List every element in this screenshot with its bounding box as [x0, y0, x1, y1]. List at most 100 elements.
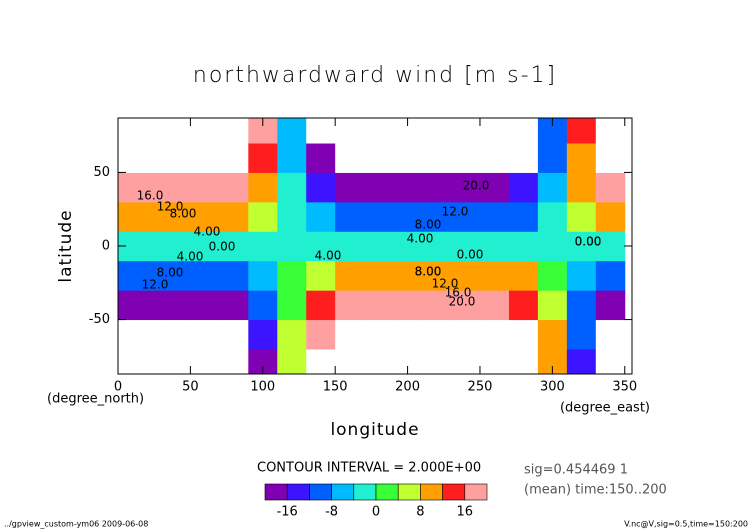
- field: [118, 118, 626, 375]
- y-tick-label: 0: [102, 239, 110, 254]
- field-cell: [248, 290, 278, 321]
- field-cell: [451, 172, 481, 203]
- field-cell: [364, 231, 394, 262]
- field-cell: [306, 172, 336, 203]
- field-cell: [508, 231, 539, 262]
- footer-left: ../gpview_custom-ym06 2009-06-08: [4, 520, 148, 529]
- field-cell: [132, 231, 162, 262]
- field-cell: [595, 290, 626, 321]
- field-cell: [595, 260, 626, 291]
- contour-label: 4.00: [177, 250, 204, 264]
- field-cell: [508, 118, 539, 144]
- colorbar-box: [442, 483, 466, 501]
- field-cell: [190, 118, 220, 144]
- colorbar-box: [464, 483, 488, 501]
- field-cell: [248, 143, 278, 173]
- field-cell: [566, 172, 597, 203]
- field-cell: [595, 118, 626, 144]
- field-cell: [537, 260, 568, 291]
- field-cell: [479, 118, 510, 144]
- field-cell: [132, 348, 162, 375]
- colorbar-box: [309, 483, 332, 501]
- field-cell: [422, 319, 452, 350]
- contour-label: 4.00: [407, 232, 434, 246]
- field-cell: [595, 231, 626, 262]
- contour-interval: CONTOUR INTERVAL = 2.000E+00: [257, 461, 481, 476]
- field-cell: [451, 118, 481, 144]
- field-cell: [479, 143, 510, 173]
- field-cell: [508, 290, 539, 321]
- y-tick-label: -50: [89, 312, 110, 327]
- field-cell: [335, 143, 365, 173]
- field-cell: [335, 118, 365, 144]
- field-cell: [422, 118, 452, 144]
- field-cell: [566, 348, 597, 375]
- field-cell: [595, 201, 626, 232]
- field-cell: [306, 201, 336, 232]
- field-cell: [277, 201, 307, 232]
- field-cell: [364, 143, 394, 173]
- field-cell: [161, 231, 191, 262]
- field-cell: [190, 231, 220, 262]
- field-cell: [422, 260, 452, 291]
- field-cell: [566, 143, 597, 173]
- field-cell: [479, 260, 510, 291]
- x-tick-label: 100: [250, 380, 275, 395]
- field-cell: [537, 201, 568, 232]
- x-tick-label: 0: [114, 380, 122, 395]
- colorbar-box: [375, 483, 399, 501]
- field-cell: [479, 348, 510, 375]
- contour-label: 16.0: [137, 189, 164, 203]
- contour-label: 0.00: [575, 235, 602, 249]
- field-cell: [306, 348, 336, 375]
- field-cell: [566, 231, 597, 262]
- colorbar-box: [397, 483, 421, 501]
- field-cell: [508, 348, 539, 375]
- field-cell: [190, 348, 220, 375]
- field-cell: [451, 348, 481, 375]
- contour-label: 12.0: [432, 277, 459, 291]
- contour-label: 8.00: [157, 266, 184, 280]
- field-cell: [118, 172, 133, 203]
- field-cell: [277, 231, 307, 262]
- field-cell: [118, 290, 133, 321]
- field-cell: [364, 319, 394, 350]
- field-cell: [451, 201, 481, 232]
- field-cell: [190, 319, 220, 350]
- contour-label: 8.00: [415, 265, 442, 279]
- field-cell: [508, 172, 539, 203]
- field-cell: [277, 172, 307, 203]
- x-unit: (degree_east): [560, 401, 650, 416]
- field-cell: [566, 319, 597, 350]
- field-cell: [118, 319, 133, 350]
- field-cell: [595, 319, 626, 350]
- field-cell: [393, 290, 423, 321]
- field-cell: [190, 260, 220, 291]
- field-cell: [508, 260, 539, 291]
- field-cell: [118, 260, 133, 291]
- field-cell: [248, 319, 278, 350]
- x-tick-label: 300: [540, 380, 565, 395]
- contour-label: 16.0: [445, 286, 472, 300]
- field-cell: [335, 231, 365, 262]
- field-cell: [277, 290, 307, 321]
- field-cell: [306, 260, 336, 291]
- contour-label: 8.00: [170, 207, 197, 221]
- contour-label: 12.0: [142, 278, 169, 292]
- field-cell: [393, 143, 423, 173]
- field-cell: [364, 348, 394, 375]
- field-cell: [335, 260, 365, 291]
- field-cell: [393, 260, 423, 291]
- field-cell: [161, 143, 191, 173]
- field-cell: [335, 348, 365, 375]
- x-tick-label: 200: [395, 380, 420, 395]
- field-cell: [306, 118, 336, 144]
- field-cell: [595, 172, 626, 203]
- info-line: (mean) time:150..200: [524, 483, 667, 498]
- field-cell: [248, 260, 278, 291]
- field-cell: [161, 260, 191, 291]
- field-cell: [118, 118, 133, 144]
- field-cell: [422, 201, 452, 232]
- field-cell: [306, 143, 336, 173]
- field-cell: [451, 290, 481, 321]
